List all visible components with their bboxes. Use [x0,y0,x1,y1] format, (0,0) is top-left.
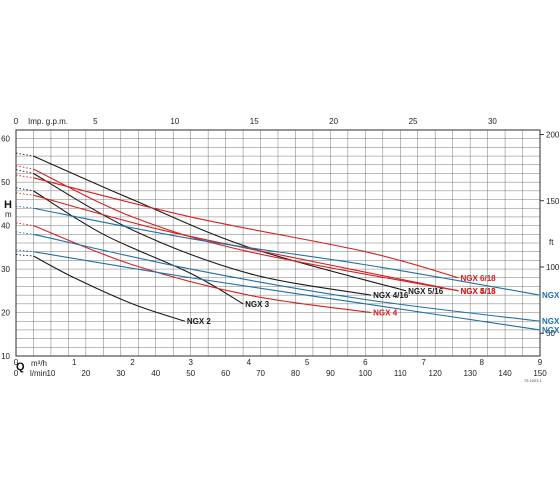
series-dotted-lead [15,192,34,196]
y-left-tick-label: 30 [1,265,10,274]
series-line [33,207,541,296]
series-label: NGX 6/18 [460,274,496,283]
grid [15,129,541,357]
reference-footnote: 75 1023.1 [524,378,543,383]
x-lmin-tick-label: 60 [221,369,230,378]
x-lmin-tick-label: 140 [498,369,512,378]
x-m3h-tick-label: 6 [363,358,368,367]
y-left-axis-unit: m [5,210,12,219]
x-m3h-tick-label: 9 [538,358,543,367]
x-lmin-tick-label: 70 [256,369,265,378]
series-dotted-lead [15,174,34,179]
series-label: NGX 4/22 [542,326,560,335]
series-dotted-lead [15,249,34,253]
series-label: NGX 3 [245,300,270,309]
series-line [33,233,541,322]
y-left-axis-symbol: H [4,199,12,211]
x-top-tick-label: 5 [93,117,98,126]
x-top-tick-label: 0 [14,117,19,126]
series-group [15,152,541,331]
x-top-tick-label: 25 [409,117,418,126]
x-top-tick-label: 30 [488,117,497,126]
y-left-tick-label: 50 [1,178,10,187]
series-dotted-lead [15,169,34,174]
x-m3h-axis-label: m³/h [31,359,47,368]
series-line [33,172,372,296]
x-lmin-axis-label: l/min [30,369,47,378]
x-lmin-tick-label: 0 [14,369,19,378]
x-m3h-tick-label: 1 [72,358,77,367]
series-label: NGX 4 [373,309,398,318]
x-top-tick-label: 15 [250,117,259,126]
series-label: NGX 5/18 [460,287,496,296]
x-lmin-tick-label: 130 [463,369,477,378]
y-left-tick-label: 40 [1,222,10,231]
x-m3h-tick-label: 8 [480,358,485,367]
y-right-axis-unit: ft [549,238,554,247]
x-top-axis-label: Imp. g.p.m. [28,117,68,126]
series-dotted-lead [15,222,34,227]
series-label: NGX 6/22 [542,291,560,300]
x-lmin-tick-label: 100 [359,369,373,378]
series-label: NGX 5/16 [408,287,444,296]
x-top-tick-label: 20 [329,117,338,126]
y-left-tick-label: 10 [1,352,10,361]
x-top-tick-label: 10 [170,117,179,126]
x-m3h-tick-label: 7 [421,358,426,367]
y-left-tick-label: 60 [1,135,10,144]
x-m3h-tick-label: 4 [247,358,252,367]
x-lmin-tick-label: 90 [326,369,335,378]
x-m3h-tick-label: 0 [14,358,19,367]
series-label: NGX 4/18 [460,287,496,296]
x-m3h-tick-label: 2 [130,358,135,367]
y-right-tick-label: 100 [546,263,560,272]
series-dotted-lead [15,187,34,192]
series-line [33,155,407,292]
x-lmin-tick-label: 20 [81,369,90,378]
x-lmin-tick-label: 80 [291,369,300,378]
series-dotted-lead [15,254,34,257]
x-m3h-tick-label: 5 [305,358,310,367]
y-left-tick-label: 20 [1,309,10,318]
series-line [33,251,541,331]
series-dotted-lead [15,231,34,235]
x-lmin-tick-label: 40 [151,369,160,378]
y-right-tick-label: 200 [546,131,560,140]
x-lmin-tick-label: 10 [46,369,55,378]
series-label: NGX 2 [187,317,212,326]
q-symbol: Q [16,361,25,373]
series-dotted-lead [15,152,34,157]
x-lmin-tick-label: 30 [116,369,125,378]
series-label: NGX 5/22 [542,317,560,326]
x-m3h-tick-label: 3 [188,358,193,367]
series-label: NGX 4/16 [373,291,409,300]
x-lmin-tick-label: 150 [533,369,547,378]
series-dotted-lead [15,165,34,170]
x-lmin-tick-label: 120 [429,369,443,378]
series-line [33,255,186,322]
x-lmin-tick-label: 50 [186,369,195,378]
series-dotted-lead [15,205,34,209]
series-line [33,177,459,279]
y-right-tick-label: 50 [546,329,555,338]
x-lmin-tick-label: 110 [394,369,407,378]
y-right-tick-label: 150 [546,197,560,206]
